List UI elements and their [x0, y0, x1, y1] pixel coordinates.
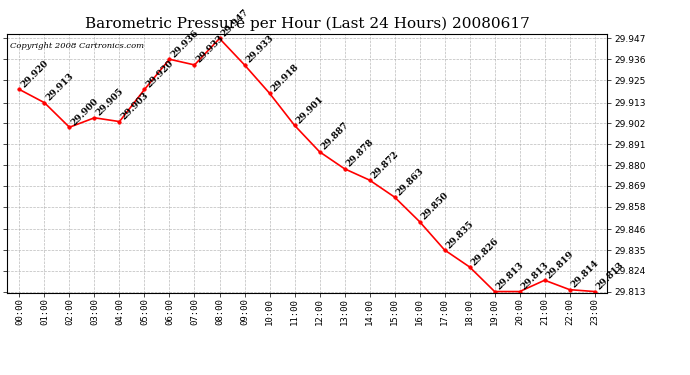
Text: 29.900: 29.900	[70, 96, 100, 127]
Text: 29.878: 29.878	[344, 138, 375, 169]
Text: 29.901: 29.901	[295, 94, 326, 125]
Text: 29.813: 29.813	[520, 261, 551, 291]
Text: 29.819: 29.819	[544, 249, 575, 280]
Text: 29.947: 29.947	[219, 8, 250, 39]
Text: 29.913: 29.913	[44, 72, 75, 103]
Text: 29.887: 29.887	[319, 121, 351, 152]
Text: 29.813: 29.813	[595, 261, 626, 291]
Text: 29.920: 29.920	[144, 58, 175, 90]
Text: 29.903: 29.903	[119, 91, 150, 122]
Text: 29.933: 29.933	[244, 34, 275, 65]
Text: 29.863: 29.863	[395, 166, 426, 197]
Text: 29.918: 29.918	[270, 62, 301, 93]
Text: 29.872: 29.872	[370, 149, 400, 180]
Text: 29.936: 29.936	[170, 28, 201, 59]
Text: 29.920: 29.920	[19, 58, 50, 90]
Title: Barometric Pressure per Hour (Last 24 Hours) 20080617: Barometric Pressure per Hour (Last 24 Ho…	[85, 17, 529, 31]
Text: 29.835: 29.835	[444, 219, 475, 250]
Text: Copyright 2008 Cartronics.com: Copyright 2008 Cartronics.com	[10, 42, 144, 50]
Text: 29.905: 29.905	[95, 87, 126, 118]
Text: 29.814: 29.814	[570, 259, 601, 290]
Text: 29.813: 29.813	[495, 261, 526, 291]
Text: 29.850: 29.850	[420, 191, 451, 222]
Text: 29.933: 29.933	[195, 34, 226, 65]
Text: 29.826: 29.826	[470, 236, 501, 267]
